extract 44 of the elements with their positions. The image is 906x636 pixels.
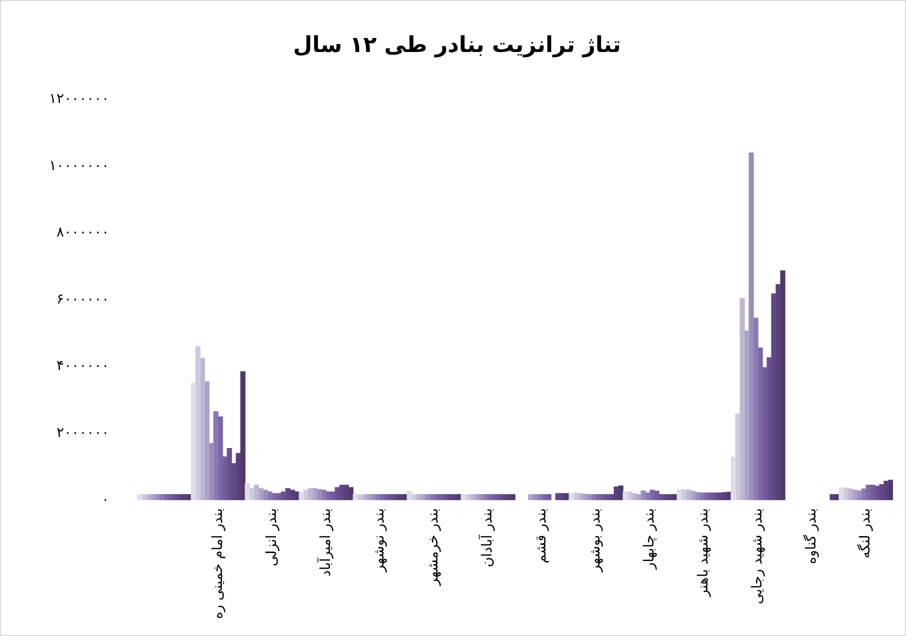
x-tick-label: بندر گناوه: [802, 508, 820, 564]
bar: [298, 491, 304, 500]
bar: [244, 483, 250, 500]
chart-title: تناژ ترانزیت بنادر طی ۱۲ سال: [293, 32, 621, 58]
bar: [568, 493, 574, 500]
y-tick-label: ۸۰۰۰۰۰۰: [56, 224, 110, 241]
x-tick-label: بندر امیرآباد: [316, 508, 334, 576]
bar: [213, 411, 218, 500]
x-tick-label: بندر چابهار: [642, 508, 658, 570]
bar: [730, 456, 736, 500]
bar: [528, 494, 534, 500]
y-tick-label: ۰: [102, 492, 110, 508]
x-tick-label: بندر خرمشهر: [426, 508, 442, 586]
bar: [748, 152, 754, 500]
bar: [622, 491, 628, 500]
bar: [352, 494, 358, 500]
x-tick-label: بندر نوشهر: [372, 508, 388, 573]
x-tick-label: بندر انزلی: [264, 508, 280, 566]
bar: [555, 493, 560, 500]
x-tick-label: بندر بوشهر: [588, 508, 604, 573]
x-tick-label: بندر لنگه: [856, 508, 874, 559]
bar: [195, 346, 200, 500]
x-tick-label: بندر آبادان: [478, 508, 496, 568]
bar: [190, 382, 196, 500]
x-tick-label: بندر شهید رجایی: [750, 508, 766, 604]
x-tick-label: بندر امام خمینی ره: [210, 508, 226, 620]
y-tick-label: ۶۰۰۰۰۰۰: [56, 291, 110, 308]
bar: [676, 489, 682, 500]
bar: [406, 490, 412, 500]
y-tick-label: ۱۰۰۰۰۰۰۰: [49, 158, 110, 174]
bar: [137, 494, 142, 500]
bar: [285, 488, 290, 500]
y-tick-label: ۱۲۰۰۰۰۰۰: [49, 91, 110, 108]
bar: [838, 487, 844, 500]
y-tick-label: ۴۰۰۰۰۰۰: [56, 358, 110, 374]
bar: [460, 494, 466, 500]
x-tick-label: بندر قشم: [534, 508, 550, 564]
bar: [640, 490, 646, 500]
x-tick-label: بندر شهید باهنر: [696, 508, 712, 598]
bar: [830, 494, 835, 500]
bar: [240, 371, 246, 500]
y-tick-label: ۲۰۰۰۰۰۰: [56, 424, 110, 441]
bar: [740, 298, 745, 500]
bar: [735, 413, 740, 500]
